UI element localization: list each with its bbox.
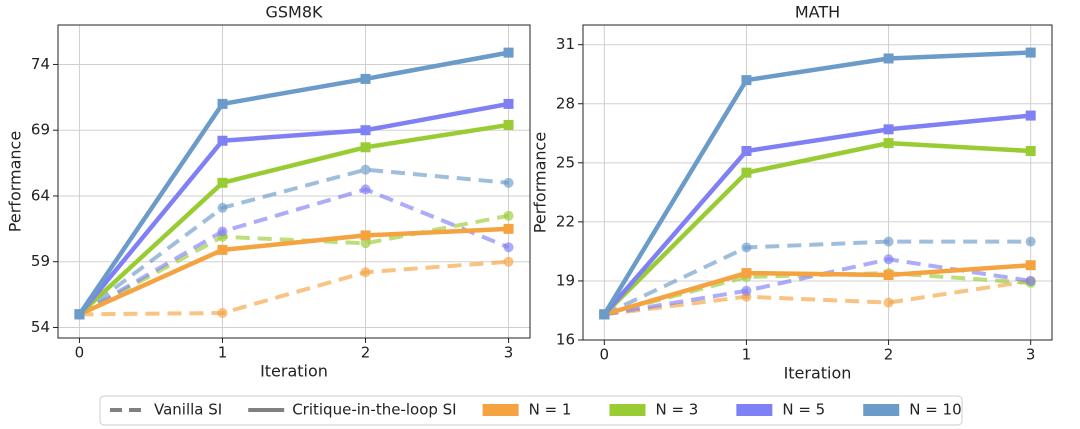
marker [741,146,752,156]
marker [503,210,514,221]
legend-swatch [482,404,519,416]
marker [217,202,228,213]
marker [883,270,894,281]
marker [360,267,371,278]
marker [503,256,514,267]
series-line [602,50,1031,316]
marker [360,73,371,84]
series-line [602,140,1031,316]
legend-frame [99,395,963,426]
marker [217,98,228,109]
y-tick-label: 25 [556,153,575,171]
marker [217,226,228,237]
marker [360,125,371,136]
y-tick-label: 74 [31,55,50,73]
legend-label: N = 10 [909,401,961,419]
chart-title: MATH [795,3,840,22]
marker [503,177,514,188]
marker [503,242,514,253]
marker [883,297,894,308]
legend-label: Critique-in-the-loop SI [292,401,456,419]
marker [1025,146,1036,156]
series-line [77,122,509,316]
series-line [78,213,509,317]
x-tick-label: 2 [884,346,894,364]
y-tick-label: 54 [31,318,50,336]
marker [883,53,894,64]
x-axis-label: Iteration [784,364,852,383]
y-tick-label: 28 [556,94,575,112]
marker [883,236,894,247]
y-tick-label: 31 [556,35,575,53]
y-tick-label: 16 [556,331,575,349]
series-line [78,187,510,317]
x-tick-label: 3 [1026,346,1036,364]
marker [503,98,514,109]
legend-label: N = 5 [782,401,825,419]
x-tick-label: 0 [600,346,610,364]
legend-swatch [609,404,646,416]
chart-title: GSM8K [265,3,323,22]
marker [217,308,228,319]
y-axis-label: Performance [6,131,25,232]
marker [217,244,228,255]
legend-swatch [736,404,773,416]
y-tick-label: 19 [556,271,575,289]
x-tick-label: 1 [218,344,228,362]
x-tick-label: 3 [504,344,514,362]
x-tick-label: 1 [742,346,752,364]
series-line [77,50,509,316]
legend-label: Vanilla SI [154,401,222,419]
marker [1025,275,1036,286]
series-line [604,278,1031,317]
x-tick-label: 2 [361,344,371,362]
plot-frame [57,24,531,339]
series-line [78,226,509,317]
marker [741,285,752,296]
marker [1025,236,1036,247]
y-tick-label: 69 [31,121,50,139]
marker [599,309,610,320]
marker [217,135,228,146]
marker [741,167,752,178]
legend-label: N = 3 [655,401,698,419]
marker [1025,47,1036,58]
y-tick-label: 22 [556,212,575,230]
marker [74,309,85,320]
marker [741,268,752,279]
legend-swatch [863,404,900,416]
plot-frame [582,24,1053,341]
marker [883,254,894,265]
y-tick-label: 64 [31,186,50,204]
marker [1025,110,1036,121]
marker [883,138,894,149]
legend-label: N = 1 [529,401,572,419]
marker [883,124,894,135]
series-line [77,101,509,316]
series-line [78,167,509,316]
marker [1025,260,1036,271]
marker [217,177,228,188]
marker [503,223,514,234]
marker [741,75,752,86]
series-line [603,262,1031,317]
series-line [79,259,509,317]
marker [360,142,371,153]
x-tick-label: 0 [75,344,85,362]
marker [360,230,371,241]
marker [741,242,752,253]
marker [503,119,514,130]
marker [360,184,371,195]
x-axis-label: Iteration [260,362,328,381]
marker [360,164,371,175]
marker [360,238,371,249]
y-tick-label: 59 [31,252,50,270]
marker [503,47,514,58]
series-line [603,239,1031,317]
series-line [602,113,1031,316]
y-axis-label: Performance [531,132,550,233]
